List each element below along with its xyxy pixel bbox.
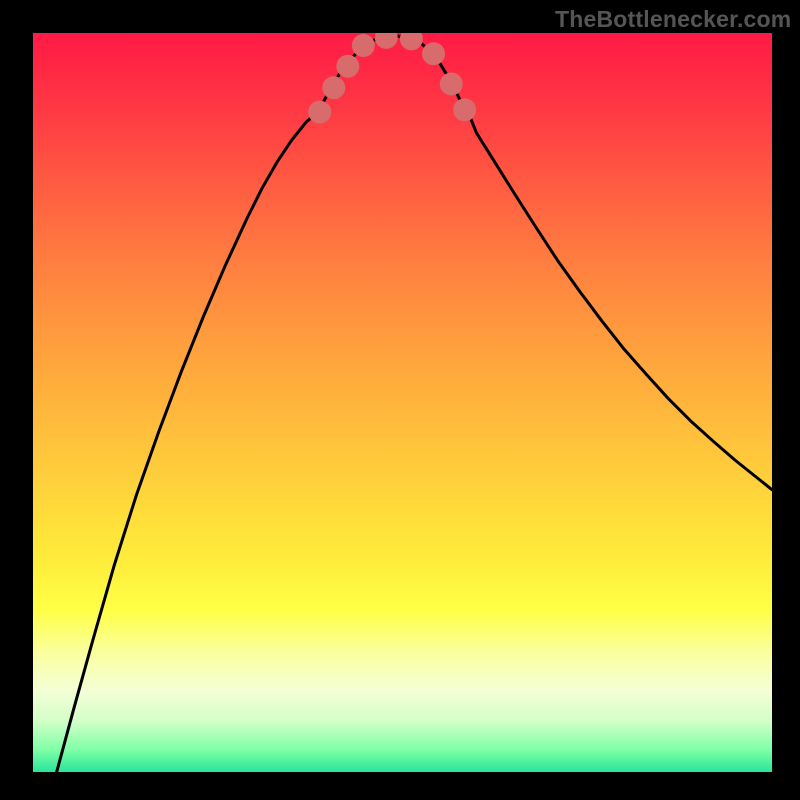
curve-marker xyxy=(440,72,463,95)
curve-marker xyxy=(352,34,375,57)
plot-area xyxy=(33,33,772,772)
gradient-background xyxy=(33,33,772,772)
curve-marker xyxy=(308,101,331,124)
curve-marker xyxy=(322,76,345,99)
curve-marker xyxy=(336,55,359,78)
curve-marker xyxy=(453,98,476,121)
chart-svg xyxy=(33,33,772,772)
watermark-text: TheBottlenecker.com xyxy=(555,6,791,33)
curve-marker xyxy=(422,42,445,65)
